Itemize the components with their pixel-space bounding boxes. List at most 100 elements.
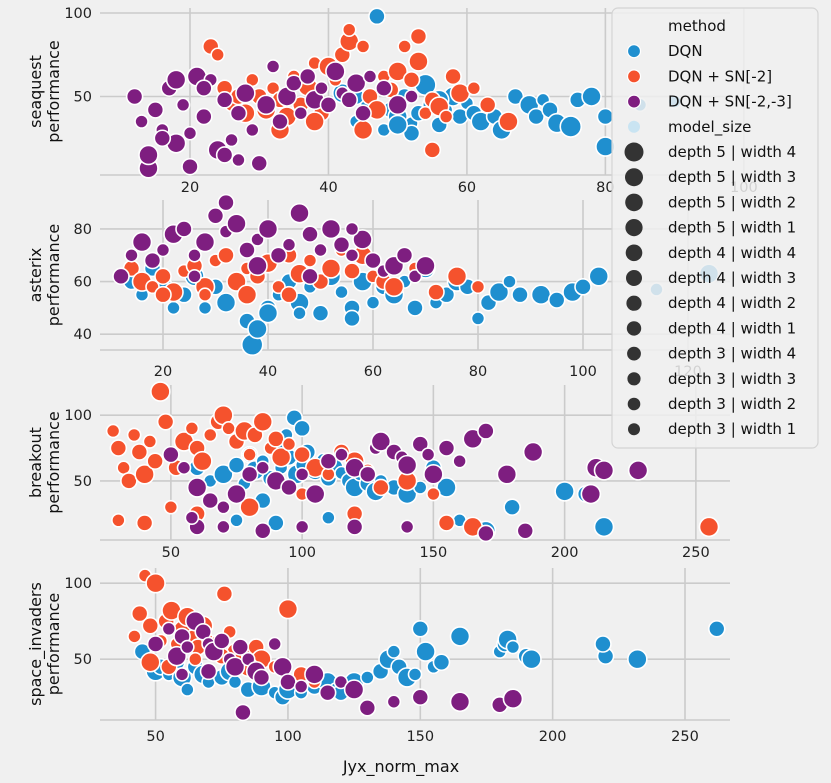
data-point — [257, 302, 279, 324]
legend-method-marker — [626, 69, 642, 84]
data-point — [257, 218, 279, 240]
data-point — [267, 514, 285, 532]
data-point — [130, 604, 149, 623]
y-tick-label: 50 — [74, 474, 92, 490]
data-point — [265, 59, 281, 74]
data-point — [415, 641, 436, 662]
x-tick-label: 100 — [274, 729, 302, 745]
data-point — [175, 97, 191, 113]
data-point — [343, 262, 361, 280]
data-point — [212, 632, 231, 650]
data-point — [143, 251, 162, 270]
data-point — [344, 221, 360, 237]
data-point — [130, 443, 149, 461]
data-point — [334, 284, 349, 300]
data-point — [281, 237, 297, 253]
data-point — [195, 107, 213, 126]
data-point — [375, 79, 393, 97]
data-point — [343, 309, 361, 328]
data-point — [184, 421, 200, 436]
data-point — [477, 524, 495, 543]
legend-size-marker — [626, 295, 642, 311]
data-point — [581, 86, 602, 107]
data-point — [224, 132, 239, 148]
data-point — [488, 281, 510, 303]
data-point — [362, 69, 378, 84]
data-point — [180, 682, 195, 697]
legend-size-label: depth 5 | width 4 — [668, 143, 796, 161]
data-point — [411, 435, 430, 453]
data-point — [195, 79, 213, 97]
legend-size-marker — [626, 270, 642, 286]
y-tick-label: 60 — [74, 275, 92, 291]
y-axis-label: space_invadersperformance — [26, 582, 63, 706]
legend-size-label: depth 3 | width 3 — [668, 370, 796, 388]
data-point — [530, 284, 552, 306]
legend-size-marker — [627, 346, 641, 361]
data-point — [409, 27, 428, 46]
data-point — [311, 304, 330, 322]
data-point — [580, 483, 602, 505]
data-point — [423, 464, 444, 485]
data-point — [231, 152, 246, 168]
data-point — [267, 430, 285, 448]
data-point — [423, 141, 442, 159]
data-point — [478, 96, 497, 114]
x-tick-label: 250 — [671, 729, 699, 745]
data-point — [360, 670, 375, 685]
x-tick-label: 60 — [364, 364, 382, 380]
data-point — [210, 47, 225, 63]
data-point — [449, 82, 471, 104]
data-point — [437, 439, 456, 457]
data-point — [588, 266, 610, 287]
data-point — [408, 51, 429, 72]
data-point — [426, 486, 441, 502]
data-point — [186, 477, 208, 498]
data-point — [521, 648, 542, 670]
data-point — [404, 89, 419, 104]
legend-size-marker — [624, 142, 644, 162]
y-tick-label: 50 — [74, 90, 92, 106]
data-point — [522, 441, 544, 463]
data-point — [505, 639, 521, 655]
data-point — [298, 67, 317, 86]
data-point — [358, 699, 377, 717]
data-point — [199, 662, 218, 681]
data-point — [387, 94, 408, 116]
data-point — [593, 460, 615, 481]
data-point — [236, 284, 258, 306]
data-point — [406, 299, 424, 317]
data-point — [247, 318, 268, 340]
x-tick-label: 40 — [259, 364, 277, 380]
x-tick-label: 150 — [420, 545, 448, 561]
data-point — [387, 114, 408, 136]
data-point — [217, 193, 235, 212]
series-dqn — [133, 619, 726, 707]
data-point — [320, 258, 342, 279]
data-point — [221, 421, 236, 436]
legend-method-title: method — [668, 17, 726, 35]
data-point — [131, 231, 153, 253]
data-point — [201, 491, 220, 510]
data-point — [216, 499, 231, 515]
legend: method DQN DQN + SN[-2] DQN + SN[-2,-3] mode… — [611, 7, 819, 449]
data-point — [319, 96, 338, 114]
legend-method-marker — [626, 44, 642, 59]
data-point — [368, 7, 386, 26]
x-tick-label: 200 — [539, 729, 567, 745]
x-axis-label: Jyx_norm_max — [342, 757, 459, 777]
data-point — [231, 638, 250, 656]
data-point — [355, 39, 371, 54]
data-point — [134, 464, 155, 485]
legend-size-label: depth 3 | width 4 — [668, 345, 796, 363]
x-tick-label: 100 — [569, 364, 597, 380]
data-point — [364, 251, 382, 270]
data-point — [574, 278, 592, 296]
data-point — [162, 445, 180, 464]
legend-size-label: depth 5 | width 3 — [668, 168, 796, 186]
data-point — [340, 91, 359, 109]
data-point — [175, 220, 193, 238]
x-tick-label: 20 — [181, 180, 199, 196]
data-point — [154, 285, 172, 304]
legend-size-marker — [625, 219, 643, 237]
